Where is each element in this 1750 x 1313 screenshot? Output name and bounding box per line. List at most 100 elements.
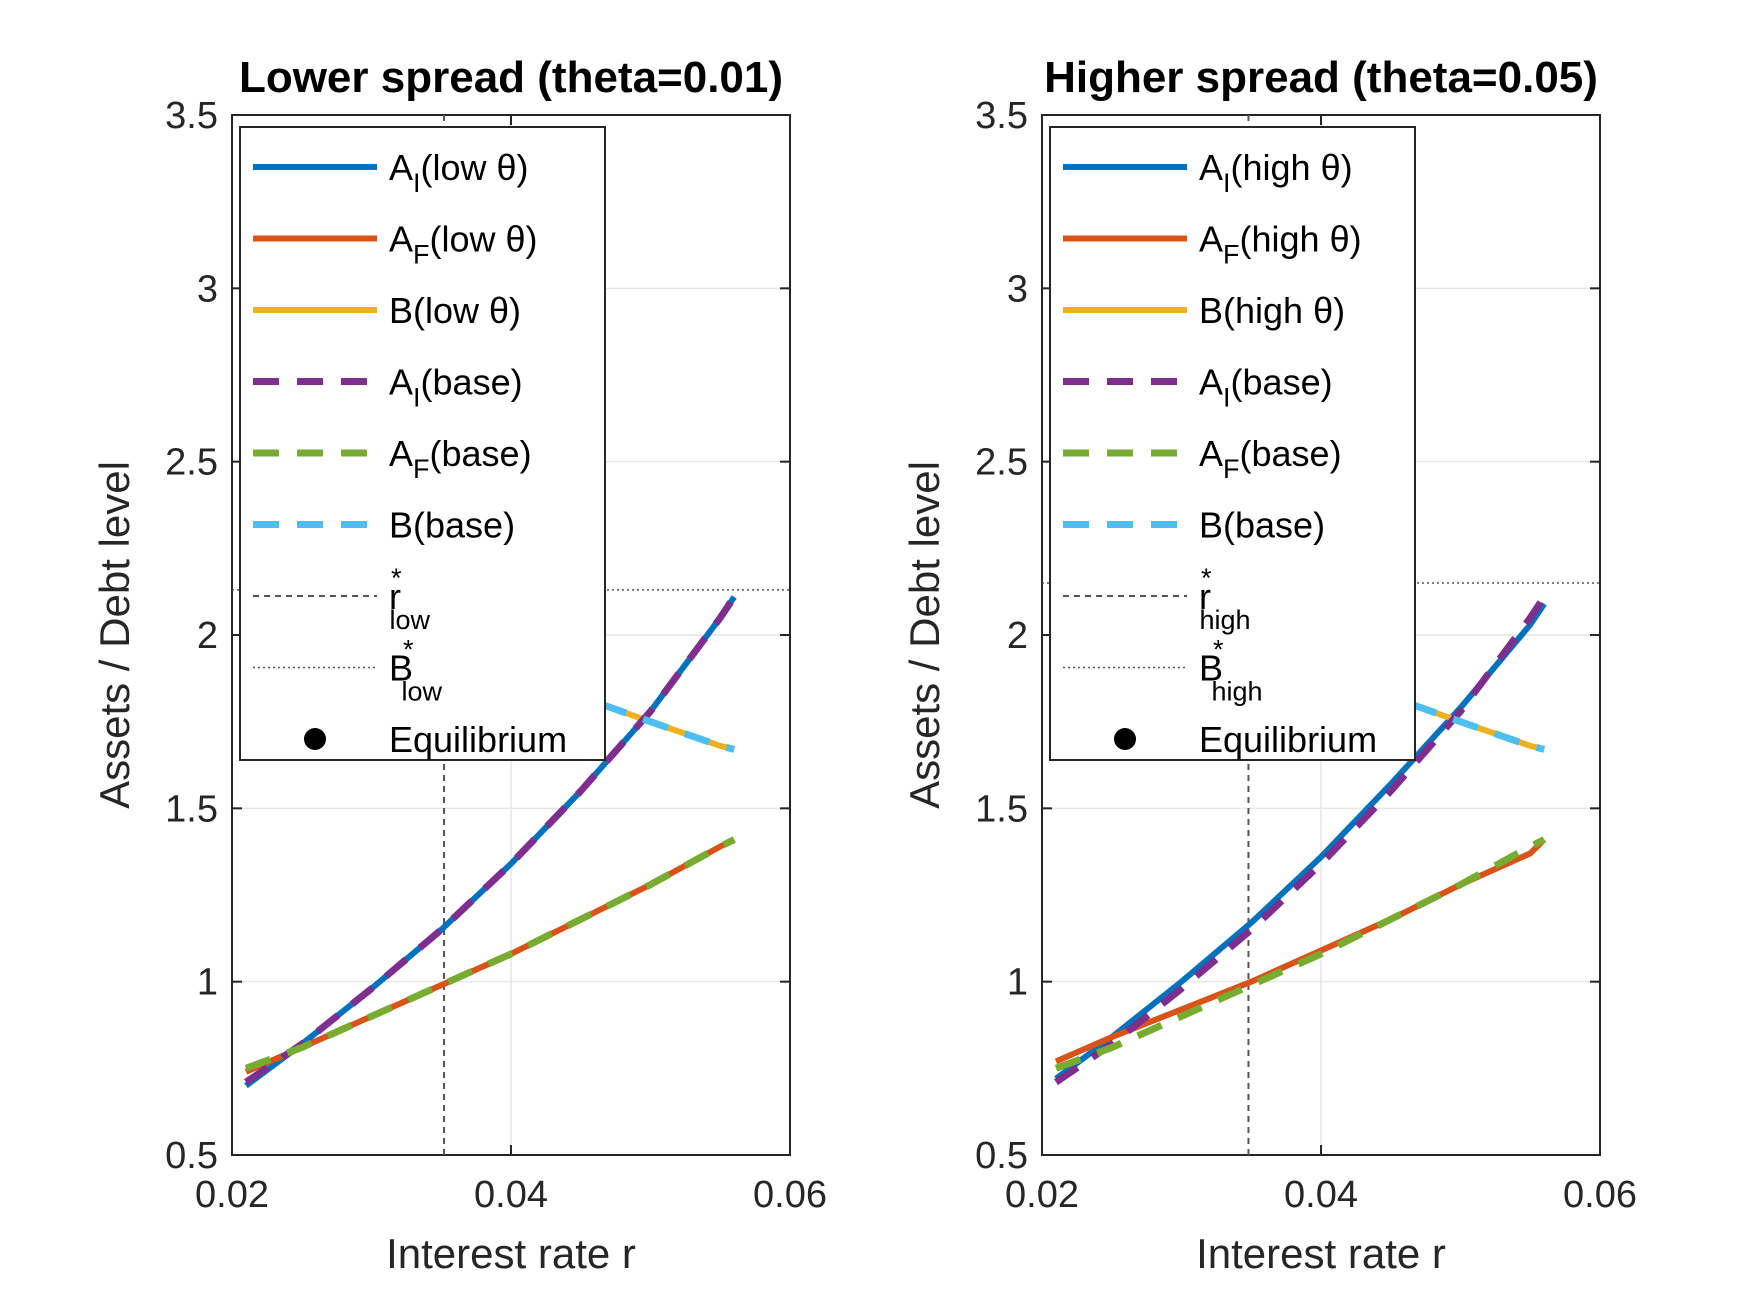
legend-label-2-main: B xyxy=(1199,290,1223,331)
legend-label-3: AI(base) xyxy=(389,362,523,413)
y-tick-label: 2 xyxy=(1007,615,1028,657)
legend-label-1-sub: F xyxy=(413,240,430,270)
legend-label-3-sub: I xyxy=(413,383,421,413)
legend-label-2-main: B xyxy=(389,290,413,331)
legend: AI(low θ)AF(low θ)B(low θ)AI(base)AF(bas… xyxy=(239,126,606,761)
legend-label-5: B(base) xyxy=(1199,505,1325,546)
legend-label-3: AI(base) xyxy=(1199,362,1333,413)
x-axis-label: Interest rate r xyxy=(1196,1230,1446,1277)
legend-label-1: AF(low θ) xyxy=(389,219,538,270)
series-line-5 xyxy=(1410,701,1546,753)
legend-box xyxy=(239,126,606,761)
legend-label-5-rest: (base) xyxy=(1223,505,1325,546)
legend-label-4-rest: (base) xyxy=(430,433,532,474)
legend-label-b-star-sup: * xyxy=(1213,635,1224,665)
legend-label-3-sub: I xyxy=(1223,383,1231,413)
legend-label-0: AI(high θ) xyxy=(1199,147,1353,198)
legend-label-4-sub: F xyxy=(1223,454,1240,484)
legend-label-r-star: r* low xyxy=(389,563,431,635)
legend-label-4-main: A xyxy=(389,433,413,474)
legend-label-r-star-sup: * xyxy=(391,563,402,593)
legend-label-0: AI(low θ) xyxy=(389,147,529,198)
legend-label-r-star: r* high xyxy=(1199,563,1251,635)
legend-label-0-main: A xyxy=(389,147,413,188)
legend-label-3-rest: (base) xyxy=(421,362,523,403)
legend-label-4: AF(base) xyxy=(389,433,532,484)
y-tick-label: 1.5 xyxy=(165,788,218,830)
legend-label-5-main: B xyxy=(1199,505,1223,546)
y-tick-label: 3 xyxy=(197,268,218,310)
x-tick-label: 0.02 xyxy=(195,1174,269,1216)
legend-label-3-main: A xyxy=(1199,362,1223,403)
legend-label-2: B(high θ) xyxy=(1199,290,1345,331)
panel-lower-spread: 0.5 1 1.5 2 2.5 3 3.5 0.02 0.04 0.06 Lower spread … xyxy=(91,53,827,1277)
legend-label-b-star-sub: low xyxy=(402,677,443,707)
legend-label-r-star-main: r xyxy=(1199,576,1211,617)
legend-label-r-star-sub: low xyxy=(390,605,431,635)
y-tick-label: 2 xyxy=(197,615,218,657)
legend-label-4-sub: F xyxy=(413,454,430,484)
legend-label-0-rest: (low θ) xyxy=(421,147,529,188)
chart-title: Lower spread (theta=0.01) xyxy=(239,53,783,102)
legend-label-r-star-sub: high xyxy=(1200,605,1251,635)
legend-label-b-star-sub: high xyxy=(1212,677,1263,707)
legend-label-3-main: A xyxy=(389,362,413,403)
y-tick-label: 1 xyxy=(197,962,218,1004)
x-tick-label: 0.06 xyxy=(1563,1174,1637,1216)
x-tick-label: 0.04 xyxy=(474,1174,548,1216)
y-tick-label: 1 xyxy=(1007,962,1028,1004)
legend-label-b-star-main: B xyxy=(389,648,413,689)
legend-label-5: B(base) xyxy=(389,505,515,546)
legend-label-equilibrium: Equilibrium xyxy=(1199,719,1377,760)
y-tick-label: 2.5 xyxy=(165,442,218,484)
legend-label-4-rest: (base) xyxy=(1240,433,1342,474)
panel-higher-spread: 0.5 1 1.5 2 2.5 3 3.5 0.02 0.04 0.06 Higher spread… xyxy=(901,53,1637,1277)
legend-label-4-main: A xyxy=(1199,433,1223,474)
y-tick-label: 0.5 xyxy=(165,1135,218,1177)
x-tick-label: 0.02 xyxy=(1005,1174,1079,1216)
legend-label-1-rest: (low θ) xyxy=(430,219,538,260)
y-tick-label: 1.5 xyxy=(975,788,1028,830)
y-tick-label: 0.5 xyxy=(975,1135,1028,1177)
y-tick-label: 3 xyxy=(1007,268,1028,310)
legend-label-b-star-main: B xyxy=(1199,648,1223,689)
legend-label-b-star: B* low xyxy=(389,635,443,707)
legend-label-0-sub: I xyxy=(1223,168,1231,198)
y-axis-label: Assets / Debt level xyxy=(91,461,138,809)
series-line-5 xyxy=(600,701,736,753)
legend-swatch-equilibrium xyxy=(1114,728,1136,750)
legend-label-5-rest: (base) xyxy=(413,505,515,546)
legend-label-3-rest: (base) xyxy=(1231,362,1333,403)
series-line-3 xyxy=(1054,594,1548,1086)
legend-label-4: AF(base) xyxy=(1199,433,1342,484)
legend-label-1-main: A xyxy=(389,219,413,260)
legend-label-0-sub: I xyxy=(413,168,421,198)
chart-title: Higher spread (theta=0.05) xyxy=(1044,53,1598,102)
series-line-4 xyxy=(1054,836,1546,1072)
legend-label-0-rest: (high θ) xyxy=(1231,147,1353,188)
legend-label-r-star-sup: * xyxy=(1201,563,1212,593)
legend-label-r-star-main: r xyxy=(389,576,401,617)
x-tick-label: 0.06 xyxy=(753,1174,827,1216)
legend-swatch-equilibrium xyxy=(304,728,326,750)
y-tick-label: 2.5 xyxy=(975,442,1028,484)
legend-label-1-sub: F xyxy=(1223,240,1240,270)
legend: AI(high θ)AF(high θ)B(high θ)AI(base)AF(… xyxy=(1049,126,1416,761)
legend-label-equilibrium: Equilibrium xyxy=(389,719,567,760)
legend-label-b-star: B* high xyxy=(1199,635,1263,707)
x-tick-label: 0.04 xyxy=(1284,1174,1358,1216)
legend-label-1-main: A xyxy=(1199,219,1223,260)
y-tick-label: 3.5 xyxy=(165,95,218,137)
legend-label-5-main: B xyxy=(389,505,413,546)
legend-box xyxy=(1049,126,1416,761)
legend-label-2-rest: (high θ) xyxy=(1223,290,1345,331)
legend-label-b-star-sup: * xyxy=(403,635,414,665)
legend-label-1: AF(high θ) xyxy=(1199,219,1362,270)
legend-label-1-rest: (high θ) xyxy=(1240,219,1362,260)
legend-label-2-rest: (low θ) xyxy=(413,290,521,331)
y-tick-label: 3.5 xyxy=(975,95,1028,137)
x-axis-label: Interest rate r xyxy=(386,1230,636,1277)
series-line-4 xyxy=(244,836,736,1072)
series-line-3 xyxy=(244,594,738,1086)
